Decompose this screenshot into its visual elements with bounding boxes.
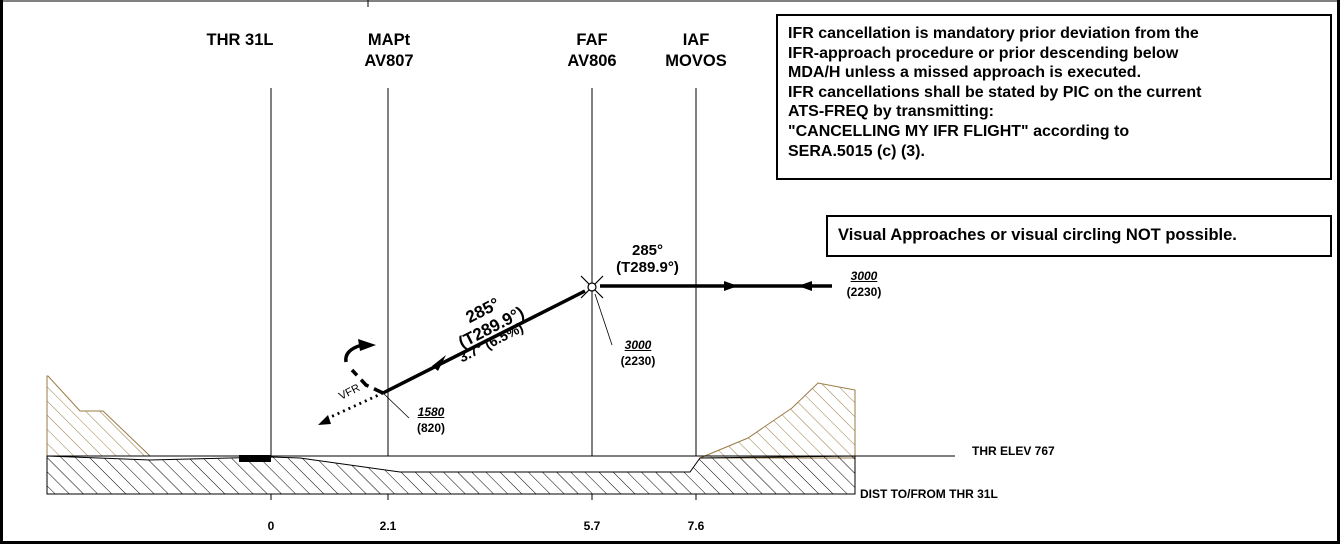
faf-altitude: 3000 (2230) [616, 337, 660, 369]
terrain-profile [46, 455, 856, 495]
terrain-right-hills [699, 382, 856, 459]
faf-altitude-leader [594, 293, 613, 346]
vfr-arrow [318, 415, 331, 425]
note-line: IFR-approach procedure or prior descendi… [788, 44, 1179, 62]
terrain-left-hills [46, 375, 152, 457]
fix-faf-name: FAF [576, 31, 608, 49]
iaf-height-value: (2230) [846, 285, 882, 299]
missed-approach-path [350, 368, 384, 395]
iaf-altitude-value: 3000 [850, 269, 878, 283]
mapt-height-value: (820) [416, 421, 445, 435]
tick-label-7-6: 7.6 [687, 519, 705, 533]
fix-mapt-subname: AV807 [364, 52, 414, 70]
initial-course-true: (T289.9°) [616, 259, 679, 276]
tick-label-5-7: 5.7 [583, 519, 601, 533]
faf-altitude-value: 3000 [624, 338, 652, 352]
note-line: SERA.5015 (c) (3). [788, 142, 925, 160]
final-approach-track [382, 289, 586, 395]
threshold-elevation-label: THR ELEV 767 [972, 444, 1055, 458]
fix-thr-name: THR 31L [206, 31, 274, 49]
note-line: ATS-FREQ by transmitting: [788, 103, 994, 121]
fix-label-faf: FAF AV806 [532, 30, 652, 72]
vfr-dotted-path [323, 391, 384, 422]
fix-label-mapt: MAPt AV807 [329, 30, 449, 72]
distance-axis-label: DIST TO/FROM THR 31L [860, 487, 998, 501]
fix-faf-subname: AV806 [567, 52, 617, 70]
tick-label-0: 0 [267, 519, 275, 533]
fix-label-thr: THR 31L [195, 30, 285, 51]
iaf-altitude: 3000 (2230) [842, 268, 886, 300]
note-line: IFR cancellation is mandatory prior devi… [788, 25, 1199, 42]
fix-iaf-subname: MOVOS [665, 52, 727, 70]
faf-height-value: (2230) [620, 354, 656, 368]
mapt-altitude-leader [383, 393, 410, 419]
runway-bar [239, 455, 271, 462]
initial-course-label: 285° (T289.9°) [600, 242, 695, 276]
track-arrow-east [724, 281, 738, 291]
track-arrow-west [798, 281, 812, 291]
fix-iaf-name: IAF [682, 31, 710, 49]
note-line: "CANCELLING MY IFR FLIGHT" according to [788, 122, 1130, 140]
mapt-altitude-value: 1580 [417, 405, 445, 419]
mapt-altitude: 1580 (820) [411, 404, 451, 436]
fix-mapt-name: MAPt [367, 31, 411, 49]
initial-course-magnetic: 285° [631, 242, 664, 259]
note-line: MDA/H unless a missed approach is execut… [788, 64, 1142, 82]
faf-fix-symbol [580, 275, 604, 299]
final-approach-arrow [432, 355, 446, 371]
visual-approach-note: Visual Approaches or visual circling NOT… [826, 215, 1332, 257]
tick-label-2-1: 2.1 [379, 519, 397, 533]
fix-label-iaf: IAF MOVOS [636, 30, 756, 72]
missed-approach-arrow [358, 339, 376, 351]
ifr-cancellation-note: IFR cancellation is mandatory prior devi… [776, 14, 1332, 180]
visual-approach-text: Visual Approaches or visual circling NOT… [838, 226, 1237, 244]
note-line: IFR cancellations shall be stated by PIC… [788, 83, 1202, 101]
